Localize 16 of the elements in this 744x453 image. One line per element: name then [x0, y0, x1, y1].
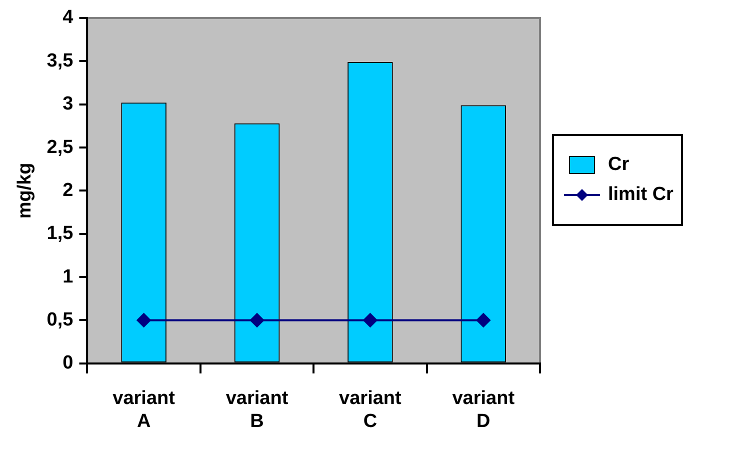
y-tick-label: 2,5: [46, 136, 74, 158]
y-tick-label: 0: [62, 352, 74, 374]
y-tick-label: 1: [62, 266, 74, 288]
y-tick-label: 3,5: [46, 50, 74, 72]
y-tick-label: 1,5: [46, 223, 74, 244]
legend-label: limit Cr: [608, 184, 674, 206]
y-axis-title: mg/kg: [14, 162, 36, 219]
y-tick-label: 3: [62, 94, 74, 115]
y-tick-label: 2: [62, 180, 74, 201]
y-tick-label: 4: [62, 7, 74, 28]
x-tick-label: variant D: [452, 388, 516, 432]
x-tick-label: variant B: [226, 388, 289, 432]
x-tick-label: variant A: [112, 388, 176, 432]
y-tick-label: 0,5: [46, 309, 74, 330]
x-tick-label: variant C: [339, 388, 402, 432]
legend-label: Cr: [608, 154, 630, 176]
